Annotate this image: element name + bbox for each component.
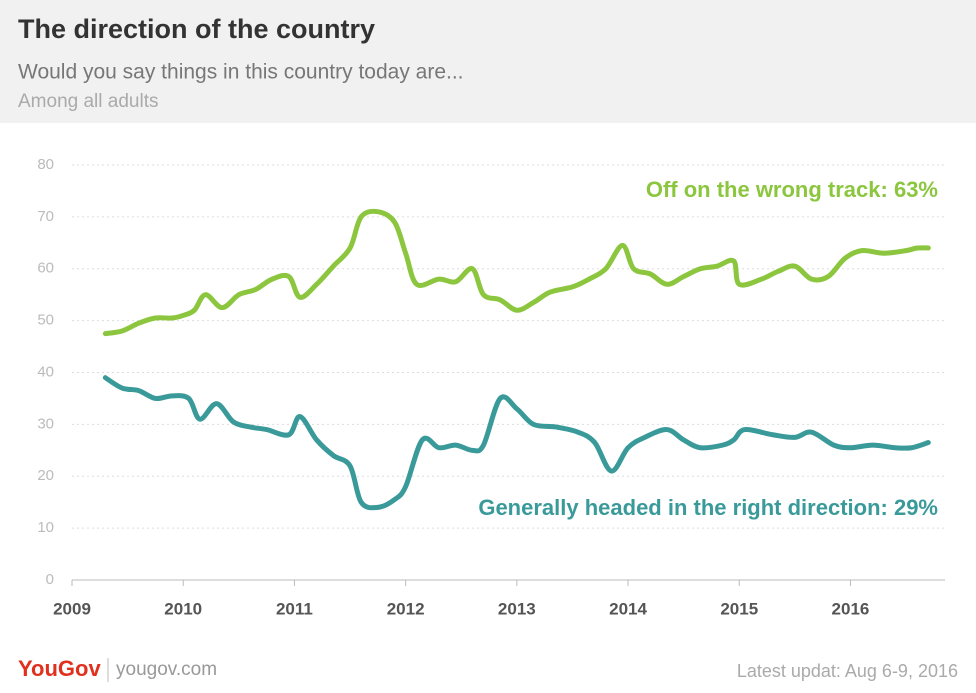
y-tick-label: 50 (37, 312, 54, 329)
series-line (102, 375, 931, 511)
y-tick-label: 10 (37, 519, 54, 536)
y-tick-label: 40 (37, 363, 54, 380)
series-label: Generally headed in the right direction:… (478, 495, 938, 520)
x-tick-label: 2011 (276, 599, 313, 618)
update-note: Latest updat: Aug 6-9, 2016 (737, 661, 958, 681)
y-tick-label: 80 (37, 156, 54, 173)
chart-subtitle: Would you say things in this country tod… (18, 61, 464, 84)
y-tick-label: 20 (37, 467, 54, 484)
x-tick-label: 2010 (164, 599, 202, 618)
chart-note: Among all adults (18, 91, 158, 112)
y-tick-label: 0 (46, 571, 54, 588)
brand-logo: YouGov (18, 656, 101, 681)
x-tick-label: 2009 (53, 599, 91, 618)
y-tick-label: 70 (37, 208, 54, 225)
series-line (102, 208, 931, 337)
x-tick-label: 2012 (387, 599, 425, 618)
y-tick-label: 30 (37, 415, 54, 432)
x-tick-label: 2016 (832, 599, 870, 618)
x-tick-label: 2014 (609, 599, 647, 618)
website: yougov.com (116, 659, 217, 680)
header-band (0, 0, 976, 123)
x-tick-label: 2013 (498, 599, 536, 618)
chart-title: The direction of the country (18, 14, 375, 44)
x-tick-label: 2015 (720, 599, 758, 618)
y-tick-label: 60 (37, 260, 54, 277)
series-label: Off on the wrong track: 63% (646, 177, 938, 202)
